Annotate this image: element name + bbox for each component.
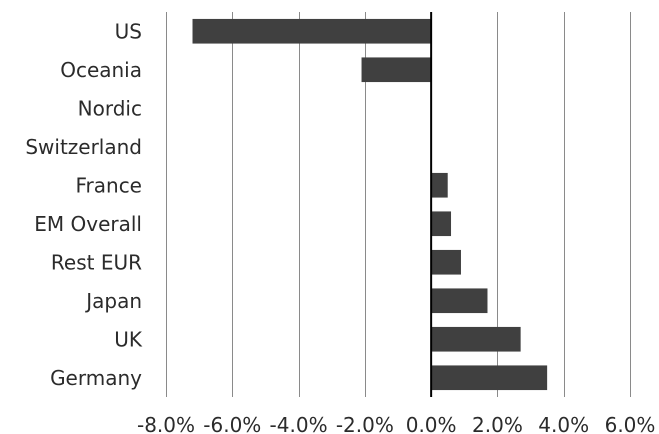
bar-france xyxy=(431,172,448,198)
x-tick-label-0: -8.0% xyxy=(137,413,195,434)
x-tick-label-2: -4.0% xyxy=(270,413,328,434)
bar-oceania xyxy=(361,57,432,83)
category-label-rest-eur: Rest EUR xyxy=(51,250,142,274)
x-tick-label-3: -2.0% xyxy=(336,413,394,434)
bar-us xyxy=(192,18,432,44)
category-label-em-overall: EM Overall xyxy=(34,212,142,236)
x-tick-label-7: 6.0% xyxy=(605,413,656,434)
bar-uk xyxy=(431,326,521,352)
x-tick-label-4: 0.0% xyxy=(406,413,457,434)
x-tick-label-1: -6.0% xyxy=(203,413,261,434)
bar-em-overall xyxy=(431,211,452,237)
category-label-switzerland: Switzerland xyxy=(25,135,142,159)
category-label-france: France xyxy=(75,173,142,197)
x-tick-label-6: 4.0% xyxy=(538,413,589,434)
category-label-germany: Germany xyxy=(50,366,142,390)
x-tick-labels: -8.0% -6.0% -4.0% -2.0% 0.0% 2.0% 4.0% 6.0% xyxy=(137,413,655,434)
bar-germany xyxy=(431,365,548,391)
category-labels: US Oceania Nordic Switzerland France EM Overa… xyxy=(25,19,143,390)
category-label-us: US xyxy=(115,19,142,43)
category-label-oceania: Oceania xyxy=(60,58,142,82)
bar-japan xyxy=(431,288,488,314)
bars xyxy=(192,18,548,391)
category-label-uk: UK xyxy=(114,327,143,351)
bar-rest-eur xyxy=(431,249,461,275)
category-label-nordic: Nordic xyxy=(78,96,142,120)
category-label-japan: Japan xyxy=(84,289,142,313)
x-tick-label-5: 2.0% xyxy=(472,413,523,434)
